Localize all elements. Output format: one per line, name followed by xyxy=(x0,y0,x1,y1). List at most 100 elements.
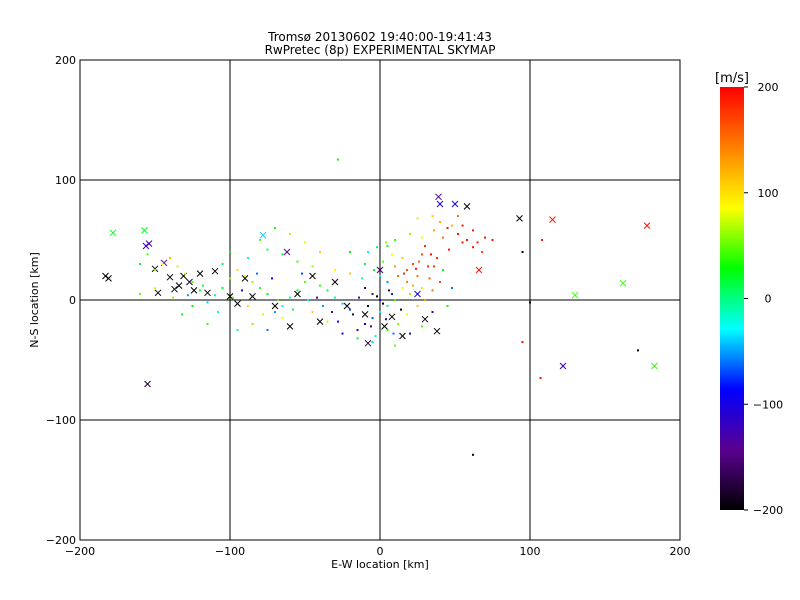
dot-point xyxy=(139,293,141,295)
cross-point xyxy=(643,222,651,229)
dot-point xyxy=(356,337,359,340)
dot-point xyxy=(439,221,441,223)
x-tick-label: −200 xyxy=(65,545,95,558)
dot-point xyxy=(356,329,359,331)
dot-point xyxy=(316,296,318,299)
dot-point xyxy=(451,224,453,227)
cross-point xyxy=(463,203,471,210)
dot-point xyxy=(484,236,486,239)
colorbar-tick-label: −100 xyxy=(753,398,783,411)
dot-point xyxy=(461,224,464,227)
grid-lines xyxy=(80,60,680,540)
dot-point xyxy=(184,272,186,275)
dot-point xyxy=(304,281,306,283)
dot-point xyxy=(236,329,239,331)
cross-point xyxy=(196,270,204,277)
dot-point xyxy=(322,305,324,307)
dot-point xyxy=(251,323,254,325)
colorbar-tick-label: 0 xyxy=(765,293,772,306)
dot-point xyxy=(202,284,204,287)
cross-point xyxy=(381,323,388,330)
dot-point xyxy=(214,294,216,297)
cross-point xyxy=(211,267,219,275)
dot-point xyxy=(406,313,408,316)
dot-point xyxy=(206,301,209,304)
dot-point xyxy=(457,215,459,217)
colorbar-label: [m/s] xyxy=(715,71,749,86)
cross-point xyxy=(141,227,148,234)
dot-point xyxy=(259,287,261,289)
cross-point xyxy=(259,231,267,239)
dot-point xyxy=(412,284,414,287)
colorbar-tick-label: 100 xyxy=(758,187,779,200)
dot-point xyxy=(281,305,284,307)
dot-point xyxy=(311,311,314,313)
data-points xyxy=(102,158,658,456)
dot-point xyxy=(221,287,224,289)
dot-point xyxy=(448,248,450,251)
dot-point xyxy=(428,277,431,280)
x-tick-label: 0 xyxy=(377,545,384,558)
dot-point xyxy=(358,296,360,299)
dot-point xyxy=(221,263,224,265)
dot-point xyxy=(539,377,542,379)
dot-point xyxy=(446,305,449,307)
plot-frame xyxy=(79,59,681,541)
x-tick-label: 100 xyxy=(520,545,541,558)
axes: −200 −100 0 100 200 −200 −100 0 100 200 E-W locati… xyxy=(28,54,691,571)
dot-point xyxy=(386,281,389,283)
dot-point xyxy=(244,275,246,277)
colorbar-tick-label: −200 xyxy=(753,504,783,517)
dot-point xyxy=(521,341,524,343)
dot-point xyxy=(371,317,374,319)
x-tick-label: 200 xyxy=(670,545,691,558)
dot-point xyxy=(401,287,404,289)
dot-point xyxy=(476,241,479,244)
dot-point xyxy=(386,329,389,331)
dot-point xyxy=(382,260,384,263)
dot-point xyxy=(236,269,239,271)
cross-point xyxy=(271,302,279,310)
dot-point xyxy=(229,251,231,253)
x-axis-label: E-W location [km] xyxy=(331,558,429,571)
dot-point xyxy=(251,281,254,283)
dot-point xyxy=(385,318,387,321)
dot-point xyxy=(274,311,276,313)
dot-point xyxy=(472,229,474,232)
dot-point xyxy=(379,311,381,313)
dot-point xyxy=(364,263,366,265)
dot-point xyxy=(176,265,179,268)
dot-point xyxy=(349,272,351,275)
dot-point xyxy=(376,295,378,298)
dot-point xyxy=(292,308,294,311)
dot-point xyxy=(376,246,378,249)
dot-point xyxy=(289,296,291,299)
cross-point xyxy=(364,339,372,347)
dot-point xyxy=(370,325,372,328)
cross-point xyxy=(451,200,459,208)
dot-point xyxy=(307,299,309,301)
dot-point xyxy=(191,305,194,307)
cross-point xyxy=(204,289,211,297)
dot-point xyxy=(451,287,453,289)
dot-point xyxy=(637,349,639,352)
dot-point xyxy=(529,301,531,304)
cross-point xyxy=(435,193,442,201)
dot-point xyxy=(397,323,399,325)
dot-point xyxy=(334,296,336,299)
cross-point xyxy=(145,240,153,247)
dot-point xyxy=(415,267,417,270)
dot-point xyxy=(373,269,375,271)
cross-point xyxy=(234,300,241,307)
cross-point xyxy=(175,282,183,289)
y-tick-label: 0 xyxy=(69,294,76,307)
cross-point xyxy=(388,313,396,321)
dot-point xyxy=(289,233,291,235)
dot-point xyxy=(247,257,249,259)
cross-point xyxy=(571,291,579,299)
dot-point xyxy=(481,251,483,253)
dot-point xyxy=(400,308,402,311)
dot-point xyxy=(296,260,299,263)
dot-point xyxy=(352,313,354,316)
dot-point xyxy=(199,289,201,292)
